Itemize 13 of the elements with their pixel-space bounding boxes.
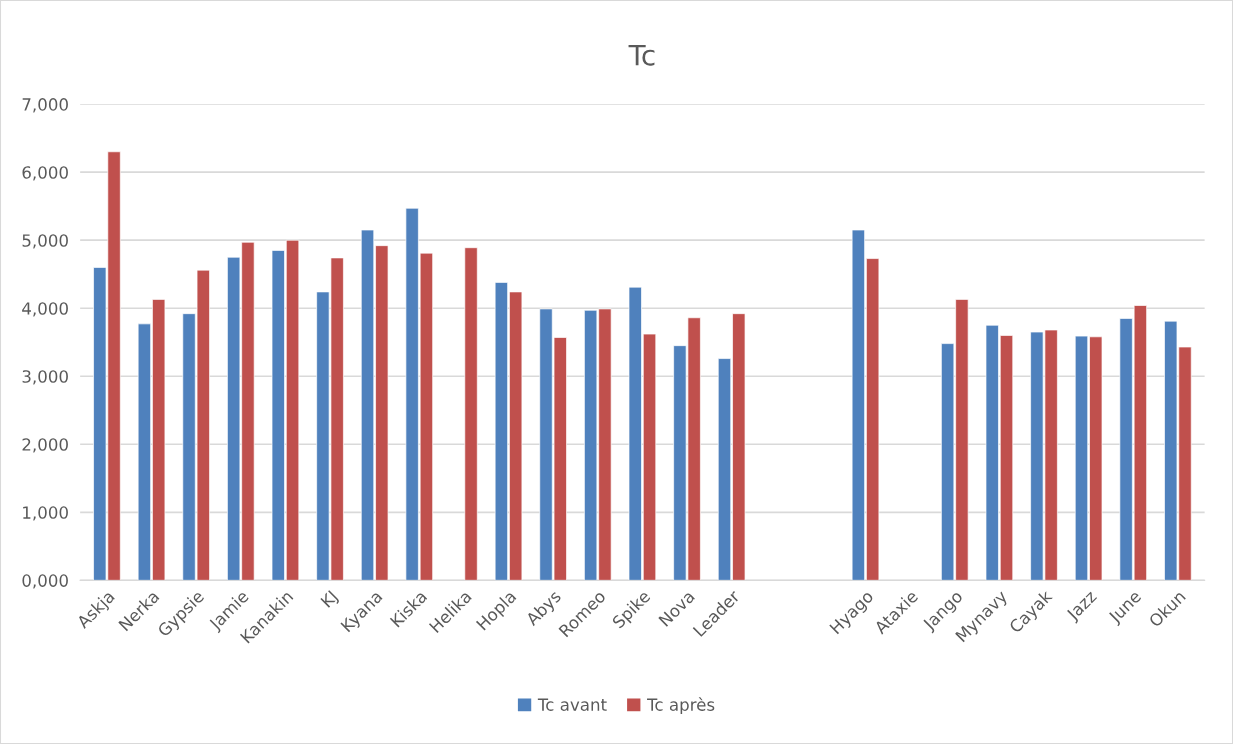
bar bbox=[464, 247, 478, 581]
y-tick-label: 4,000 bbox=[22, 302, 68, 317]
legend-label: Tc avant bbox=[537, 698, 607, 711]
y-tick-label: 1,000 bbox=[23, 506, 68, 521]
y-tick-label: 0,000 bbox=[22, 574, 68, 589]
y-tick-label: 6,000 bbox=[22, 166, 68, 181]
y-tick-label: 5,000 bbox=[22, 234, 68, 249]
y-tick-label: 7,000 bbox=[22, 98, 68, 113]
chart-title: Tc bbox=[628, 45, 655, 66]
y-tick-label: 3,000 bbox=[22, 370, 68, 385]
legend-label: Tc après bbox=[647, 697, 715, 715]
y-tick-label: 2,000 bbox=[22, 438, 68, 453]
x-tick-label: KJ bbox=[320, 590, 341, 611]
